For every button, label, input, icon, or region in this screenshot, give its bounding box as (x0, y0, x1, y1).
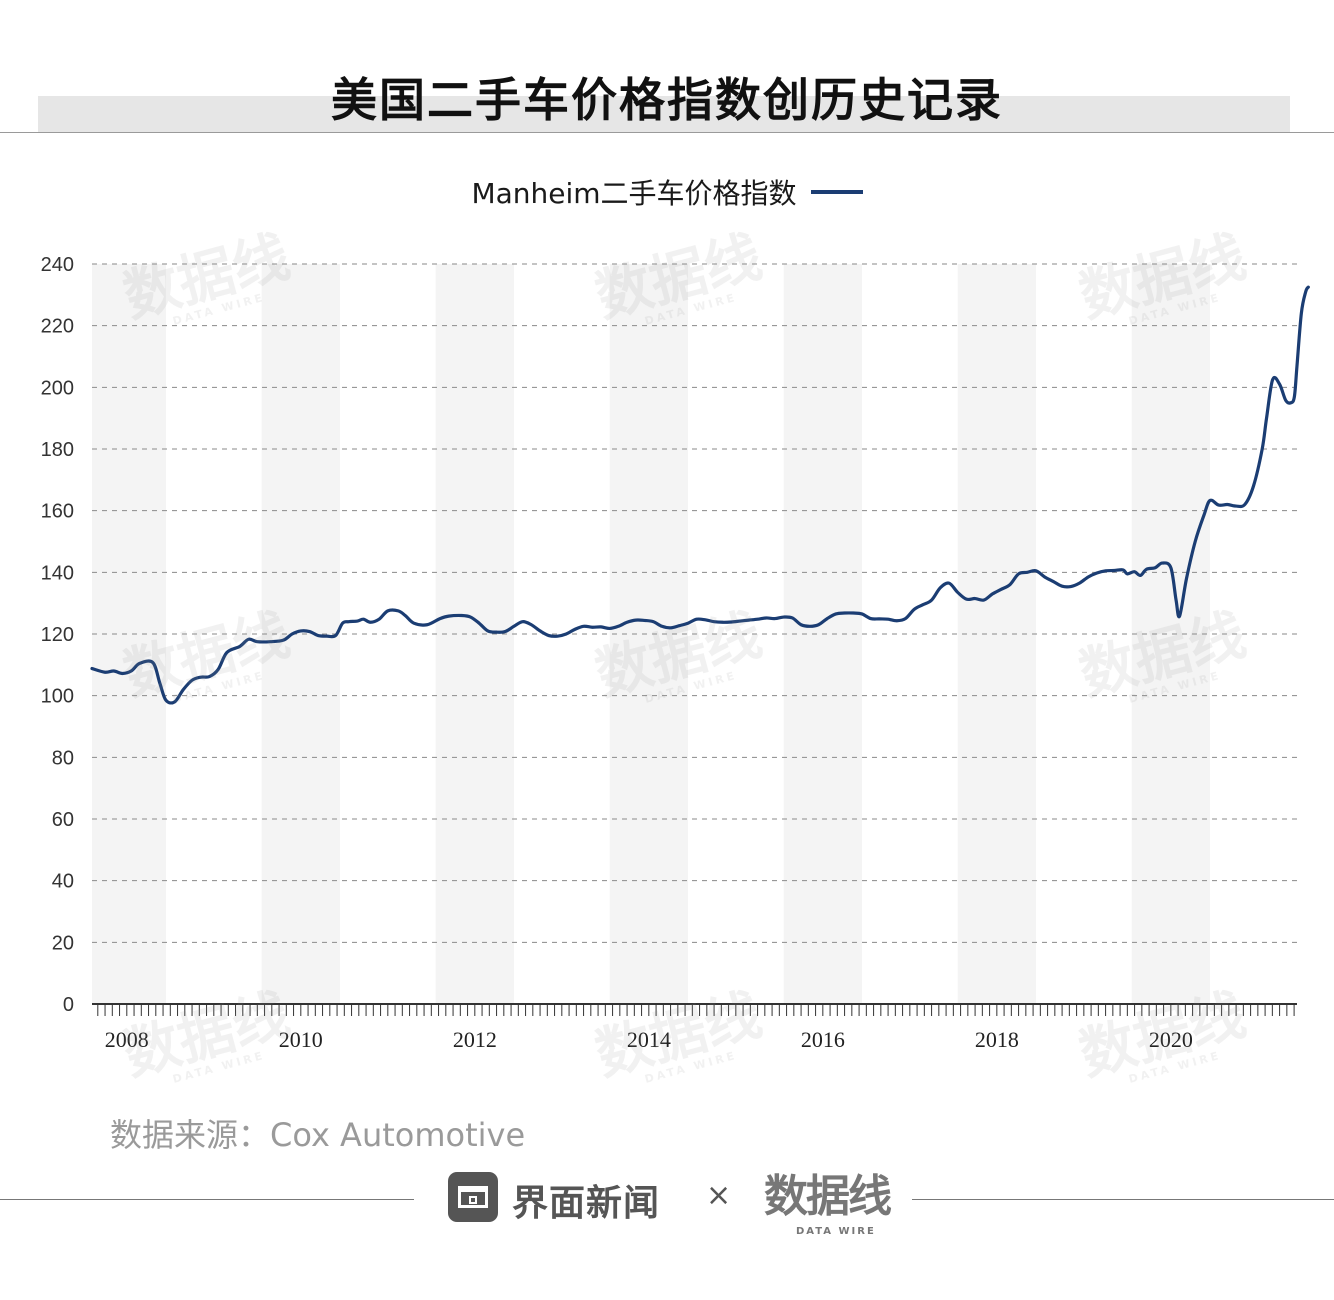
y-tick-label: 100 (41, 686, 74, 708)
legend: Manheim二手车价格指数 (0, 172, 1334, 212)
brand-name: 界面新闻 (512, 1183, 661, 1224)
datawire-logo-sub: DATA WIRE (796, 1226, 876, 1237)
y-tick-label: 200 (41, 377, 74, 399)
title-rule (0, 132, 1334, 133)
datawire-logo: 数据线 (764, 1171, 892, 1222)
y-tick-label: 240 (41, 254, 74, 276)
y-tick-label: 20 (52, 932, 74, 954)
legend-label: Manheim二手车价格指数 (471, 177, 797, 210)
legend-swatch (810, 190, 863, 194)
y-tick-label: 80 (52, 747, 74, 769)
x-tick-label: 2014 (627, 1027, 671, 1052)
title-band (38, 96, 1290, 132)
footer-rule-right (912, 1199, 1334, 1200)
x-tick-label: 2010 (279, 1027, 323, 1052)
y-tick-label: 160 (41, 501, 74, 523)
y-tick-label: 0 (63, 994, 74, 1016)
x-tick-label: 2008 (105, 1027, 149, 1052)
x-tick-label: 2016 (801, 1027, 845, 1052)
jiemian-logo-icon (448, 1172, 498, 1222)
y-tick-label: 180 (41, 439, 74, 461)
y-tick-label: 220 (41, 316, 74, 338)
x-tick-label: 2012 (453, 1027, 497, 1052)
x-tick-label: 2018 (975, 1027, 1019, 1052)
y-tick-label: 60 (52, 809, 74, 831)
y-tick-label: 140 (41, 562, 74, 584)
source-note: 数据来源：Cox Automotive (110, 1116, 526, 1154)
page-title: 美国二手车价格指数创历史记录 (331, 73, 1003, 127)
y-tick-label: 120 (41, 624, 74, 646)
footer-rule-left (0, 1199, 414, 1200)
times-symbol: × (706, 1178, 732, 1213)
y-tick-label: 40 (52, 871, 74, 893)
series-line (90, 285, 1310, 705)
x-tick-label: 2020 (1149, 1027, 1193, 1052)
